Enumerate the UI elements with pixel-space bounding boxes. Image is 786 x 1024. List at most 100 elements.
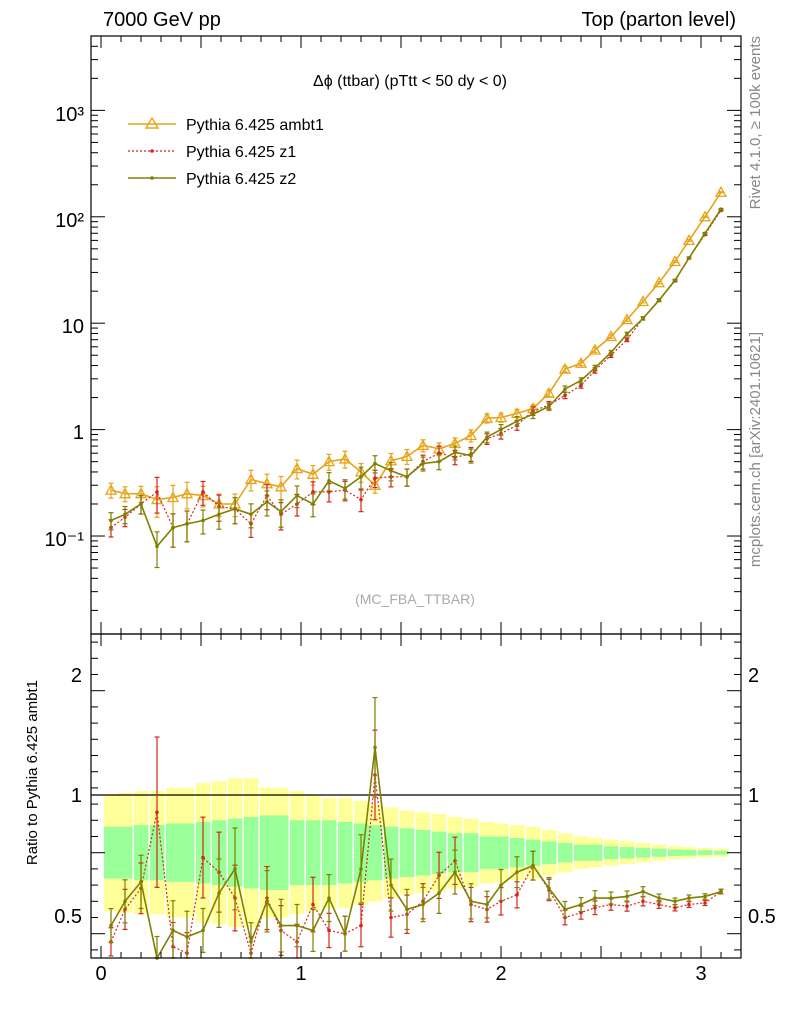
ratio-point <box>719 889 723 894</box>
band-inner <box>274 815 289 890</box>
ratio-y-tick-labels-right: 0.5 1 2 <box>748 665 776 928</box>
data-point <box>515 419 519 423</box>
band-inner <box>668 849 683 856</box>
data-point <box>368 478 382 490</box>
data-point <box>400 450 414 462</box>
ratio-point <box>201 928 205 933</box>
legend-marker-z2 <box>150 176 154 180</box>
data-point <box>682 234 696 246</box>
ratio-point <box>265 899 269 904</box>
band-inner <box>652 848 667 857</box>
y-tick-label-1000: 10³ <box>55 104 84 126</box>
y-tick-label-10: 10 <box>62 316 84 338</box>
band-inner <box>698 850 713 856</box>
legend-label-z2: Pythia 6.425 z2 <box>186 171 296 188</box>
ratio-y-label-0.5: 0.5 <box>54 906 82 928</box>
band-inner <box>180 823 195 882</box>
band-inner <box>620 847 635 859</box>
ratio-point <box>155 810 159 814</box>
ratio-point <box>547 886 551 891</box>
ratio-point <box>311 928 315 933</box>
ratio-point <box>373 745 377 750</box>
data-point <box>558 362 572 374</box>
ratio-point <box>625 894 629 899</box>
ratio-y-axis <box>91 641 741 951</box>
ratio-point <box>123 899 127 904</box>
legend-entry-ambt1: Pythia 6.425 ambt1 <box>128 116 324 134</box>
ratio-point <box>295 923 299 928</box>
data-point <box>217 512 221 517</box>
ratio-point <box>437 891 441 895</box>
ratio-point <box>469 899 473 904</box>
ratio-point <box>389 883 393 887</box>
data-point <box>311 502 315 506</box>
data-point <box>703 231 707 236</box>
data-point <box>201 518 205 523</box>
data-point <box>155 544 159 549</box>
legend-label-ambt1: Pythia 6.425 ambt1 <box>186 117 324 134</box>
data-point <box>499 427 503 432</box>
band-inner <box>682 849 697 856</box>
ratio-line-1 <box>110 747 722 961</box>
band-inner <box>400 828 415 877</box>
data-point <box>233 507 237 511</box>
data-point <box>265 499 269 504</box>
ratio-point <box>233 867 237 871</box>
data-point <box>687 256 691 260</box>
legend-marker-ambt1 <box>144 116 160 129</box>
data-point <box>306 467 320 479</box>
ratio-point <box>609 896 613 900</box>
data-point <box>155 490 159 494</box>
main-series-group <box>104 185 728 569</box>
ratio-point <box>359 867 363 871</box>
x-tick-labels: 0 1 2 3 <box>95 963 706 985</box>
ratio-point <box>531 863 535 868</box>
series-line-0 <box>110 191 722 505</box>
rivet-label: Rivet 4.1.0, ≥ 100k events <box>747 36 764 209</box>
ratio-point <box>311 902 315 907</box>
data-point <box>139 502 143 506</box>
ratio-point <box>673 899 677 904</box>
data-point <box>579 383 583 388</box>
band-inner <box>494 836 509 869</box>
main-y-tick-labels: 10⁻¹ 1 10 10² 10³ <box>45 104 85 551</box>
y-tick-label-100: 10² <box>55 210 84 232</box>
ratio-y-label-1: 1 <box>71 785 82 807</box>
data-point <box>373 476 377 480</box>
ratio-point <box>139 880 143 884</box>
legend-marker-z1 <box>150 149 154 153</box>
data-point <box>673 278 677 283</box>
mcplots-label: mcplots.cern.ch [arXiv:2401.10621] <box>747 332 764 567</box>
band-inner <box>464 833 479 873</box>
data-point <box>579 378 583 383</box>
band-inner <box>166 823 181 882</box>
legend-entry-z2: Pythia 6.425 z2 <box>128 171 296 188</box>
ratio-point <box>625 904 629 908</box>
data-point <box>421 461 425 466</box>
data-point <box>249 512 253 517</box>
data-point <box>437 451 441 456</box>
band-inner <box>604 846 619 860</box>
ratio-point <box>657 896 661 900</box>
ratio-point <box>453 870 457 874</box>
data-point <box>338 452 352 464</box>
band-inner <box>290 820 305 886</box>
ratio-point <box>327 928 331 933</box>
watermark: (MC_FBA_TTBAR) <box>355 591 475 607</box>
x-tick-label-2: 2 <box>495 963 506 985</box>
band-inner <box>134 825 149 881</box>
data-point <box>104 483 118 495</box>
band-inner <box>118 826 133 879</box>
ratio-point <box>389 915 393 920</box>
band-inner <box>322 820 337 886</box>
data-point <box>719 207 723 211</box>
band-inner <box>416 830 431 876</box>
ratio-point <box>217 891 221 895</box>
ratio-line-0 <box>110 774 722 956</box>
data-point <box>311 490 315 494</box>
band-inner <box>480 836 495 869</box>
band-inner <box>510 838 525 868</box>
ratio-point <box>201 855 205 860</box>
ratio-point <box>673 905 677 910</box>
band-inner <box>244 817 259 889</box>
